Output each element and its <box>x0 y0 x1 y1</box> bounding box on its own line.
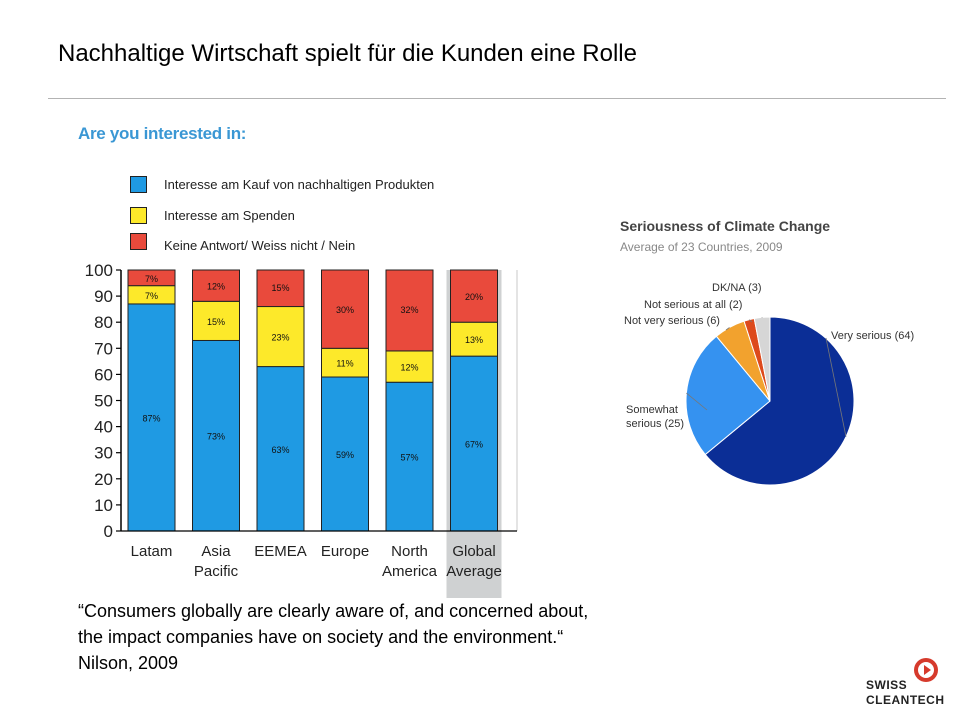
legend-label-keine-antwort: Keine Antwort/ Weiss nicht / Nein <box>164 238 356 253</box>
x-tick-label: Europe <box>321 543 369 560</box>
bar-data-label: 67% <box>465 440 483 450</box>
bar-segment <box>256 306 305 368</box>
bar-segment <box>321 269 369 349</box>
slide-title: Nachhaltige Wirtschaft spielt für die Ku… <box>58 40 637 67</box>
bar-segment <box>192 339 240 532</box>
bar-data-label: 59% <box>336 450 354 460</box>
logo-text-swiss: SWISS <box>866 678 908 692</box>
x-tick-label: Pacific <box>194 563 239 580</box>
bar-data-label: 32% <box>400 305 418 315</box>
bar-data-label: 23% <box>271 333 289 343</box>
bar-segment <box>321 376 369 532</box>
bar-data-label: 57% <box>400 453 418 463</box>
bar-data-label: 20% <box>465 292 483 302</box>
bar-data-label: 7% <box>145 291 158 301</box>
y-tick-label: 70 <box>94 339 113 358</box>
bar-segment <box>192 269 240 302</box>
x-tick-label: Asia <box>201 543 231 560</box>
y-tick-label: 30 <box>94 444 113 463</box>
y-tick-label: 100 <box>85 261 113 280</box>
bar-segment <box>127 269 176 287</box>
bar-segment <box>321 347 369 378</box>
bar-data-label: 30% <box>336 305 354 315</box>
y-tick-label: 90 <box>94 287 113 306</box>
y-tick-label: 50 <box>94 392 113 411</box>
bar-segment <box>450 321 498 357</box>
legend-swatch-kauf <box>130 176 147 193</box>
bar-data-label: 15% <box>271 283 289 293</box>
bar-data-label: 12% <box>207 282 225 292</box>
bar-segment <box>385 381 434 532</box>
x-tick-label: Latam <box>131 543 173 560</box>
bar-segment <box>256 366 305 532</box>
y-tick-label: 60 <box>94 365 113 384</box>
bar-data-label: 13% <box>465 335 483 345</box>
swiss-cleantech-logo: SWISS CLEANTECH <box>866 658 946 708</box>
bar-segment <box>192 300 240 341</box>
x-tick-label: Global <box>452 543 495 560</box>
play-circle-icon <box>914 658 938 682</box>
bar-segment <box>385 350 434 383</box>
y-tick-label: 20 <box>94 470 113 489</box>
bar-data-label: 12% <box>400 363 418 373</box>
bar-segment <box>450 269 498 323</box>
bar-data-label: 11% <box>336 359 353 369</box>
legend-swatch-keine-antwort <box>130 233 147 250</box>
legend-swatch-spenden <box>130 207 147 224</box>
y-tick-label: 0 <box>104 522 113 541</box>
pie-chart-title: Seriousness of Climate Change <box>620 218 831 234</box>
bar-data-label: 63% <box>271 445 289 455</box>
bar-segment <box>256 269 305 308</box>
y-tick-label: 80 <box>94 313 113 332</box>
y-tick-label: 10 <box>94 496 113 515</box>
x-tick-label: North <box>391 543 428 560</box>
logo-text-cleantech: CLEANTECH <box>866 693 945 707</box>
bar-data-label: 73% <box>207 432 225 442</box>
y-tick-label: 40 <box>94 418 113 437</box>
legend-label-kauf: Interesse am Kauf von nachhaltigen Produ… <box>164 177 435 192</box>
bar-segment <box>127 303 176 532</box>
title-divider <box>48 98 946 99</box>
x-tick-label: EEMEA <box>254 543 307 560</box>
bar-chart-subtitle: Are you interested in: <box>78 124 247 143</box>
bar-segment <box>450 355 498 532</box>
bar-segment <box>385 269 434 352</box>
bar-data-label: 87% <box>142 413 160 423</box>
pie-chart-subtitle: Average of 23 Countries, 2009 <box>620 240 783 254</box>
bar-data-label: 7% <box>145 274 158 284</box>
x-tick-label: America <box>382 563 438 580</box>
x-tick-label: Average <box>446 563 502 580</box>
legend-label-spenden: Interesse am Spenden <box>164 208 295 223</box>
bar-data-label: 15% <box>207 317 225 327</box>
quote-text: “Consumers globally are clearly aware of… <box>78 601 589 673</box>
